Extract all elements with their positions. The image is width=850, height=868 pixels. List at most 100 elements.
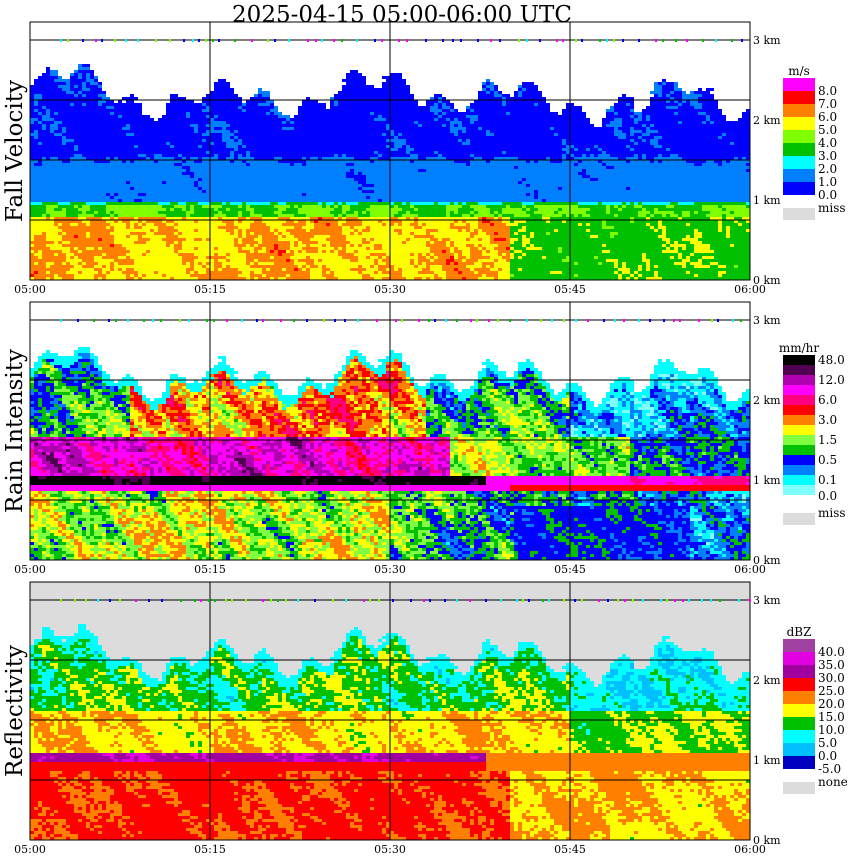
radar-cell [462,133,466,142]
radar-cell [314,217,318,220]
radar-cell [190,515,194,518]
radar-cell [354,268,358,271]
radar-cell [150,518,154,521]
radar-cell [262,103,266,106]
radar-cell [110,211,114,214]
radar-cell [122,386,126,392]
radar-cell [218,440,222,443]
radar-cell [582,217,586,280]
radar-cell [366,244,370,247]
radar-cell [346,214,350,217]
radar-cell [494,241,498,244]
radar-cell [90,359,94,365]
radar-cell [78,359,82,362]
radar-cell [410,265,414,280]
radar-cell [46,377,50,380]
radar-cell [402,205,406,214]
radar-cell [562,145,566,148]
surface-marker [477,39,479,42]
radar-cell [510,247,514,250]
radar-cell [90,70,94,79]
radar-cell [34,446,38,455]
radar-cell [586,208,590,211]
radar-cell [114,410,118,413]
radar-cell [530,244,534,250]
radar-cell [86,419,90,422]
radar-cell [54,208,58,211]
radar-cell [206,458,210,461]
radar-cell [54,545,58,548]
radar-cell [226,422,230,428]
radar-cell [138,434,142,437]
radar-cell [218,130,222,133]
radar-cell [50,359,54,362]
radar-cell [94,82,98,85]
radar-cell [130,133,134,136]
radar-cell [374,250,378,253]
radar-cell [126,97,130,124]
radar-cell [178,530,182,536]
radar-cell [102,220,106,253]
radar-cell [62,85,66,91]
radar-cell [374,151,378,154]
radar-cell [78,220,82,250]
radar-cell [226,506,230,509]
radar-cell [258,410,262,413]
radar-cell [234,461,238,467]
radar-cell [634,124,638,130]
radar-cell [350,232,354,235]
radar-cell [218,127,222,130]
radar-cell [414,277,418,280]
radar-cell [206,410,210,416]
radar-cell [30,241,34,244]
radar-cell [446,217,450,238]
radar-cell [98,88,102,94]
radar-cell [266,217,270,226]
radar-cell [50,440,54,443]
radar-cell [246,551,250,554]
radar-cell [62,425,66,428]
radar-cell [606,166,610,169]
radar-cell [214,211,218,214]
radar-cell [110,401,114,407]
radar-cell [158,458,162,461]
radar-cell [450,133,454,160]
radar-cell [538,202,542,205]
radar-cell [234,530,238,533]
radar-cell [158,485,162,491]
radar-cell [698,253,702,259]
radar-cell [658,97,662,136]
radar-cell [602,253,606,280]
radar-cell [54,395,58,398]
radar-cell [98,470,102,473]
radar-cell [106,410,110,416]
radar-cell [254,440,258,446]
radar-cell [134,473,138,476]
radar-cell [70,491,74,494]
radar-cell [158,416,162,419]
radar-cell [50,202,54,205]
radar-cell [50,395,54,398]
radar-cell [230,431,234,434]
radar-cell [650,217,654,226]
radar-cell [234,494,238,500]
radar-cell [522,235,526,247]
radar-cell [162,458,166,461]
radar-cell [446,259,450,265]
radar-cell [46,485,50,491]
radar-cell [350,271,354,280]
radar-cell [94,380,98,383]
radar-cell [46,527,50,530]
radar-cell [238,229,242,238]
radar-cell [54,467,58,473]
radar-cell [66,163,70,202]
radar-cell [54,551,58,560]
radar-cell [730,220,734,244]
radar-cell [162,157,166,181]
radar-cell [162,530,166,533]
radar-cell [258,404,262,407]
radar-cell [170,422,174,425]
radar-cell [150,533,154,536]
radar-cell [214,154,218,202]
surface-marker [169,39,171,42]
